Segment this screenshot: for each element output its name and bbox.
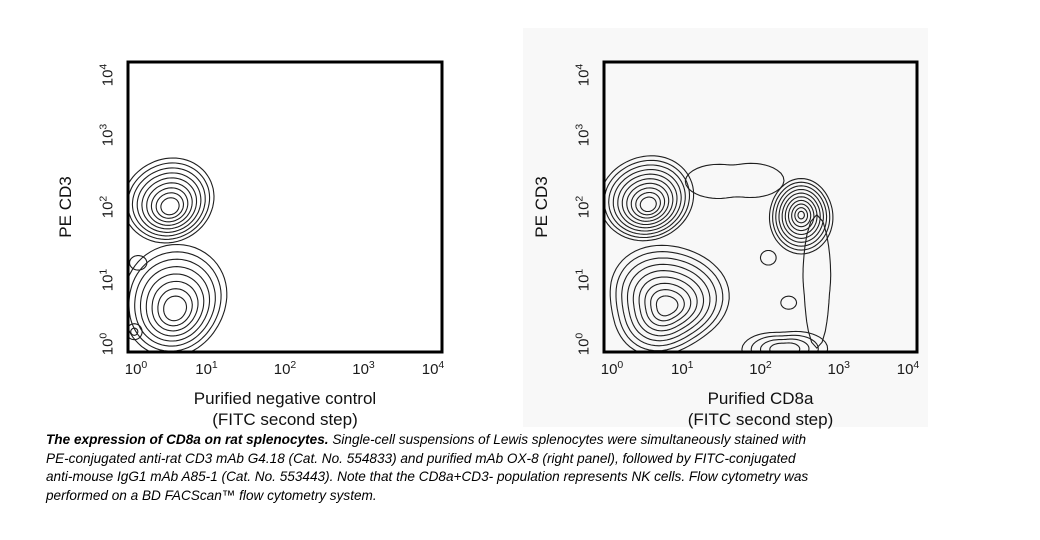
x-tick-label-right: 102 bbox=[749, 359, 772, 378]
x-tick-label-left: 103 bbox=[352, 359, 375, 378]
x-tick-label-right: 104 bbox=[896, 359, 920, 378]
contour-cd3-negative-cells bbox=[129, 251, 222, 351]
contour-cd3-positive-cd8-negative bbox=[626, 182, 670, 222]
contour-cd3-positive-cd8-negative bbox=[635, 191, 661, 216]
contour-double-negative-cells bbox=[638, 276, 698, 332]
contour-cd3-positive-cd8-positive bbox=[791, 203, 812, 228]
contour-cd3-negative-cells bbox=[134, 258, 216, 347]
contour-cd3-positive-cd8-negative bbox=[608, 164, 686, 235]
contour-cd3-positive-cd8-positive bbox=[768, 178, 834, 255]
contour-cd3-positive-cd8-negative bbox=[639, 196, 657, 213]
y-tick-label-right: 103 bbox=[573, 123, 593, 146]
y-tick-label-right: 100 bbox=[573, 332, 593, 356]
contour-double-negative-cells bbox=[621, 257, 717, 347]
contour-upper-bridge-contour bbox=[684, 162, 785, 200]
contour-cd3-positive-cd8-negative bbox=[612, 168, 682, 232]
contour-cd3-negative-cells bbox=[151, 280, 199, 332]
y-tick-label-left: 102 bbox=[97, 195, 117, 219]
x-tick-label-left: 104 bbox=[421, 359, 445, 378]
x-tick-label-left: 102 bbox=[273, 359, 297, 378]
x-axis-label-line1-right: Purified CD8a bbox=[707, 389, 814, 408]
y-tick-label-right: 102 bbox=[573, 195, 593, 219]
contour-cd3-positive-t-cells bbox=[131, 167, 206, 237]
contour-minor-cluster-c bbox=[759, 249, 777, 266]
contour-cd3-positive-t-cells bbox=[146, 182, 193, 226]
caption-line-1: The expression of CD8a on rat splenocyte… bbox=[46, 431, 808, 450]
y-tick-label-left: 103 bbox=[97, 123, 117, 146]
y-axis-label-left: PE CD3 bbox=[56, 176, 75, 238]
contour-double-negative-cells bbox=[609, 244, 730, 351]
contour-cd3-positive-t-cells bbox=[129, 157, 215, 244]
contour-cd3-positive-t-cells bbox=[155, 192, 185, 219]
caption-lead-sentence: The expression of CD8a on rat splenocyte… bbox=[46, 432, 329, 447]
contour-nk-cells bbox=[741, 330, 829, 351]
y-axis-label-right: PE CD3 bbox=[532, 176, 551, 238]
contour-nk-cells bbox=[759, 338, 810, 351]
contour-cd3-negative-cells bbox=[163, 295, 188, 322]
contour-cd3-positive-t-cells bbox=[160, 197, 180, 216]
panel-background-right bbox=[523, 28, 928, 427]
contour-cd3-negative-cells bbox=[129, 243, 228, 351]
plot-frame-right bbox=[602, 60, 919, 354]
contour-nk-cells bbox=[769, 342, 801, 351]
contour-cd3-positive-t-cells bbox=[129, 162, 211, 240]
contour-cd3-positive-t-cells bbox=[136, 172, 202, 233]
caption-line-4: performed on a BD FACScan™ flow cytometr… bbox=[46, 488, 377, 504]
contour-cd3-positive-cd8-positive bbox=[794, 207, 809, 224]
x-tick-label-left: 100 bbox=[124, 359, 148, 378]
figure-caption: The expression of CD8a on rat splenocyte… bbox=[46, 431, 808, 506]
contour-nk-cells bbox=[750, 334, 819, 351]
contour-minor-cluster-b bbox=[130, 327, 139, 336]
contour-cd3-negative-cells bbox=[157, 288, 193, 327]
contour-cd3-positive-t-cells bbox=[150, 187, 189, 223]
contour-double-negative-cells bbox=[655, 295, 679, 317]
x-tick-label-right: 100 bbox=[600, 359, 624, 378]
contour-cd3-positive-cd8-negative bbox=[621, 178, 674, 226]
contour-cd3-positive-cd8-negative bbox=[605, 159, 691, 239]
y-tick-label-right: 101 bbox=[573, 268, 593, 291]
x-tick-label-left: 101 bbox=[195, 359, 218, 378]
y-tick-label-left: 101 bbox=[97, 268, 117, 291]
caption-line-3: anti-mouse IgG1 mAb A85-1 (Cat. No. 5534… bbox=[46, 469, 809, 485]
caption-line-1-text: Single-cell suspensions of Lewis splenoc… bbox=[332, 432, 807, 447]
contour-cd3-positive-cd8-positive bbox=[778, 188, 824, 243]
caption-line-2: PE-conjugated anti-rat CD3 mAb G4.18 (Ca… bbox=[46, 450, 796, 466]
contour-double-negative-cells bbox=[644, 282, 692, 327]
contour-cd3-positive-t-cells bbox=[141, 177, 198, 230]
contour-cd3-positive-cd8-negative bbox=[630, 187, 666, 219]
contour-double-negative-cells bbox=[626, 263, 711, 342]
contour-cd3-positive-cd8-positive bbox=[781, 192, 821, 239]
contour-double-negative-cells bbox=[650, 289, 685, 322]
contour-cd3-positive-cd8-positive bbox=[784, 196, 818, 236]
x-axis-label-line2-left: (FITC second step) bbox=[212, 410, 358, 429]
x-tick-label-right: 101 bbox=[670, 359, 694, 378]
contour-cd3-positive-cd8-negative bbox=[617, 173, 678, 229]
contour-minor-cluster-a bbox=[129, 255, 148, 271]
contour-group-right bbox=[605, 155, 834, 351]
x-tick-label-right: 103 bbox=[827, 359, 851, 378]
contour-double-negative-cells bbox=[632, 270, 705, 337]
contour-cd3-negative-cells bbox=[139, 266, 211, 342]
contour-right-ridge-contour bbox=[802, 213, 832, 349]
contour-minor-cluster-b bbox=[129, 323, 143, 341]
y-tick-label-left: 104 bbox=[97, 63, 117, 87]
x-axis-label-line1-left: Purified negative control bbox=[193, 389, 377, 408]
plot-frame-left bbox=[126, 60, 444, 354]
y-tick-label-right: 104 bbox=[573, 63, 593, 87]
contour-cd3-negative-cells bbox=[145, 273, 205, 337]
contour-minor-cluster-d bbox=[780, 295, 798, 310]
contour-cd3-positive-cd8-negative bbox=[605, 155, 695, 242]
contour-cd3-positive-cd8-positive bbox=[772, 181, 831, 251]
contour-group-left bbox=[129, 157, 228, 351]
contour-cd3-positive-cd8-positive bbox=[775, 185, 828, 247]
y-tick-label-left: 100 bbox=[97, 332, 117, 356]
contour-cd3-positive-cd8-positive bbox=[797, 210, 805, 220]
x-axis-label-line2-right: (FITC second step) bbox=[687, 410, 834, 429]
contour-double-negative-cells bbox=[615, 251, 724, 351]
